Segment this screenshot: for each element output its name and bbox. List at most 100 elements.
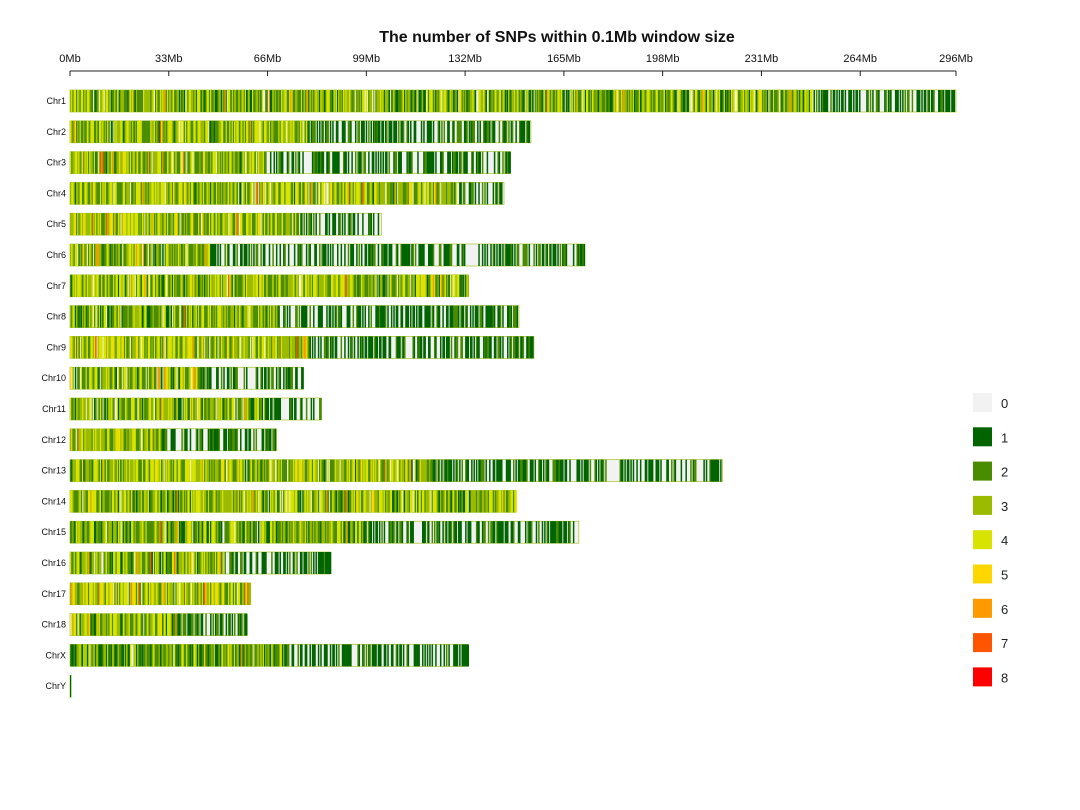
snp-window-bar xyxy=(455,274,458,297)
snp-window-bar xyxy=(274,90,277,112)
snp-window-bar xyxy=(176,490,179,513)
snp-window-bar xyxy=(150,521,152,544)
snp-window-bar xyxy=(207,182,210,205)
snp-window-bar xyxy=(89,428,91,451)
snp-window-bar xyxy=(213,244,216,266)
snp-window-bar xyxy=(188,336,191,359)
snp-window-bar xyxy=(151,182,153,205)
snp-window-bar xyxy=(272,120,274,143)
snp-window-bar xyxy=(165,552,168,574)
snp-window-bar xyxy=(201,613,204,636)
snp-window-bar xyxy=(268,120,271,143)
snp-window-bar xyxy=(175,274,177,297)
snp-window-bar xyxy=(186,120,188,143)
snp-window-bar xyxy=(315,552,317,574)
snp-window-bar xyxy=(507,151,509,174)
snp-window-bar xyxy=(81,182,84,205)
snp-window-bar xyxy=(301,521,303,544)
snp-window-bar xyxy=(196,182,199,205)
snp-window-bar xyxy=(387,490,389,513)
snp-window-bar xyxy=(265,120,267,143)
snp-window-bar xyxy=(411,90,413,112)
snp-window-bar xyxy=(156,428,158,451)
snp-window-bar xyxy=(271,90,273,112)
snp-window-bar xyxy=(559,90,562,112)
snp-window-bar xyxy=(266,459,268,482)
snp-window-bar xyxy=(135,120,138,143)
snp-window-bar xyxy=(155,336,157,359)
snp-window-bar xyxy=(947,90,950,112)
snp-window-bar xyxy=(170,367,173,390)
snp-window-bar xyxy=(199,490,201,513)
snp-window-bar xyxy=(364,151,367,174)
snp-window-bar xyxy=(287,213,290,236)
snp-window-bar xyxy=(311,336,314,359)
snp-window-bar xyxy=(224,120,226,143)
snp-window-bar xyxy=(116,336,119,359)
snp-window-bar xyxy=(141,521,144,544)
snp-window-bar xyxy=(447,459,449,482)
snp-window-bar xyxy=(128,582,131,605)
snp-window-bar xyxy=(70,120,72,143)
snp-window-bar xyxy=(71,552,73,574)
snp-window-bar xyxy=(216,521,218,544)
snp-window-bar xyxy=(354,151,357,174)
snp-window-bar xyxy=(108,490,110,513)
snp-window-bar xyxy=(308,521,310,544)
snp-window-bar xyxy=(478,244,480,266)
snp-window-bar xyxy=(279,213,282,236)
snp-window-bar xyxy=(222,213,224,236)
snp-window-bar xyxy=(438,274,441,297)
snp-window-bar xyxy=(493,244,496,266)
snp-window-bar xyxy=(184,552,187,574)
snp-window-bar xyxy=(205,459,207,482)
snp-window-bar xyxy=(511,490,514,513)
snp-window-bar xyxy=(271,305,273,328)
snp-window-bar xyxy=(295,336,297,359)
snp-window-bar xyxy=(218,521,220,544)
snp-window-bar xyxy=(216,90,218,112)
snp-window-bar xyxy=(75,398,78,420)
snp-window-bar xyxy=(243,151,246,174)
snp-window-bar xyxy=(169,552,171,574)
snp-window-bar xyxy=(212,459,214,482)
snp-window-bar xyxy=(704,90,707,112)
snp-window-bar xyxy=(275,90,278,112)
snp-window-bar xyxy=(296,336,298,359)
snp-window-bar xyxy=(224,490,226,513)
snp-window-bar xyxy=(386,490,388,513)
snp-window-bar xyxy=(194,613,197,636)
snp-window-bar xyxy=(427,521,430,544)
snp-window-bar xyxy=(78,582,80,605)
snp-window-bar xyxy=(524,459,527,482)
snp-window-bar xyxy=(176,582,179,605)
snp-window-bar xyxy=(111,305,114,328)
snp-window-bar xyxy=(225,582,228,605)
snp-window-bar xyxy=(808,90,811,112)
snp-window-bar xyxy=(158,90,161,112)
snp-window-bar xyxy=(327,521,329,544)
snp-window-bar xyxy=(336,459,339,482)
snp-window-bar xyxy=(394,274,396,297)
snp-window-bar xyxy=(158,274,161,297)
snp-window-bar xyxy=(493,336,496,359)
snp-window-bar xyxy=(159,182,162,205)
snp-window-bar xyxy=(375,120,377,143)
snp-window-bar xyxy=(137,459,139,482)
snp-window-bar xyxy=(216,428,218,451)
snp-window-bar xyxy=(169,459,171,482)
snp-window-bar xyxy=(228,582,230,605)
snp-window-bar xyxy=(160,490,163,513)
snp-window-bar xyxy=(150,336,152,359)
snp-window-bar xyxy=(627,90,630,112)
snp-window-bar xyxy=(260,336,262,359)
snp-window-bar xyxy=(117,582,120,605)
snp-window-bar xyxy=(362,459,364,482)
snp-window-bar xyxy=(250,459,253,482)
snp-window-bar xyxy=(178,490,181,513)
snp-window-bar xyxy=(289,90,291,112)
snp-window-bar xyxy=(89,305,91,328)
snp-window-bar xyxy=(204,213,206,236)
snp-window-bar xyxy=(71,428,73,451)
snp-window-bar xyxy=(553,90,556,112)
